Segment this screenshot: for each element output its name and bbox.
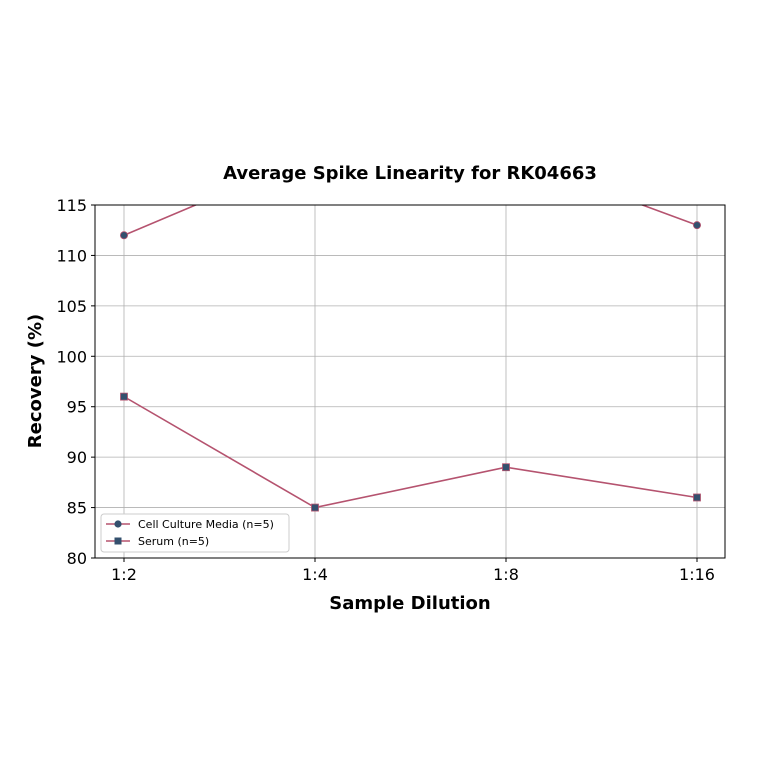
data-point — [502, 151, 509, 158]
legend-marker — [114, 537, 122, 545]
legend-box — [100, 513, 290, 553]
y-tick-label: 95 — [67, 398, 87, 417]
data-point — [693, 221, 702, 230]
y-tick-label: 110 — [56, 246, 87, 265]
x-tick-label: 1:16 — [679, 565, 715, 584]
plot-frame — [94, 204, 726, 559]
y-tick-label: 90 — [67, 448, 87, 467]
series-line — [123, 395, 698, 509]
data-point — [693, 493, 701, 502]
y-tick-label: 100 — [56, 347, 87, 366]
x-tick-label: 1:2 — [111, 565, 137, 584]
x-axis-label: Sample Dilution — [329, 593, 490, 614]
data-point — [502, 463, 510, 472]
data-point — [120, 392, 128, 401]
legend-marker — [114, 520, 122, 528]
y-tick-label: 85 — [67, 499, 87, 518]
data-point — [120, 231, 129, 240]
x-tick-label: 1:8 — [493, 565, 519, 584]
x-tick-label: 1:4 — [302, 565, 328, 584]
y-tick-label: 80 — [67, 549, 87, 568]
legend-label: Serum (n=5) — [138, 535, 209, 548]
legend: Cell Culture Media (n=5) Serum (n=5) — [100, 513, 290, 553]
legend-label: Cell Culture Media (n=5) — [138, 518, 274, 531]
y-tick-label: 105 — [56, 297, 87, 316]
data-point — [311, 503, 319, 512]
chart-title: Average Spike Linearity for RK04663 — [223, 163, 597, 184]
y-axis-label: Recovery (%) — [25, 314, 46, 448]
y-tick-label: 115 — [56, 196, 87, 215]
data-point — [311, 151, 318, 158]
